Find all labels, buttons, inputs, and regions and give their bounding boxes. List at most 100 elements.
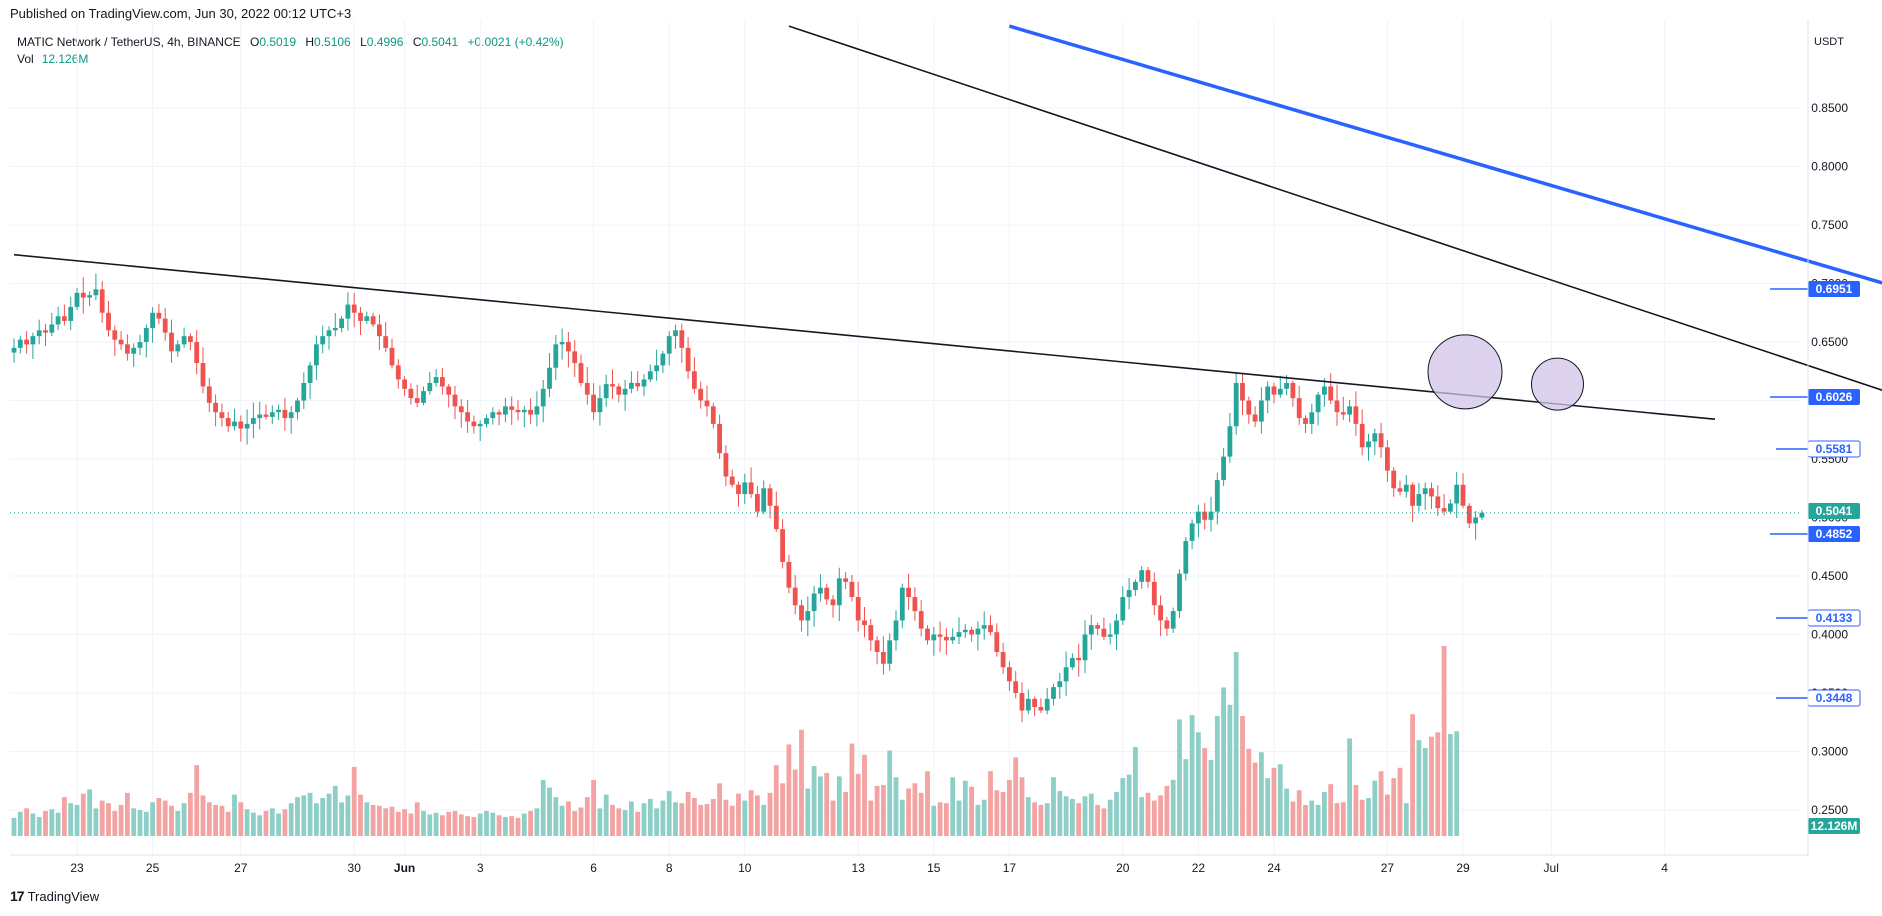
volume-bar: [679, 803, 685, 836]
candle-body: [1070, 657, 1075, 668]
candle-body: [944, 636, 949, 641]
volume-bar: [131, 808, 137, 836]
volume-bar: [1208, 760, 1214, 836]
volume-bar: [1177, 719, 1182, 836]
candle-body: [1221, 456, 1226, 481]
y-tick-label: 0.2500: [1811, 803, 1848, 817]
candle-body: [1353, 406, 1359, 424]
volume-bar: [994, 790, 1000, 836]
volume-bar: [282, 809, 288, 836]
y-tick-label: 0.4000: [1811, 628, 1848, 642]
candle-body: [1114, 620, 1119, 635]
candle-body: [1088, 625, 1094, 635]
volume-label[interactable]: Vol: [17, 52, 34, 66]
candle-body: [521, 409, 527, 413]
volume-bar: [503, 817, 508, 836]
volume-bar: [1013, 757, 1019, 836]
candle-body: [1139, 570, 1145, 582]
volume-bar: [1372, 780, 1378, 836]
volume-bar: [465, 816, 470, 836]
candle-body: [641, 379, 647, 387]
trendline: [13, 253, 1716, 421]
candle-body: [1435, 496, 1441, 509]
volume-bar: [490, 812, 496, 836]
volume-bar: [1366, 798, 1371, 836]
volume-bar: [660, 800, 666, 836]
candle-body: [320, 336, 326, 345]
candle-body: [143, 327, 149, 342]
volume-bar: [433, 812, 439, 836]
close-value: 0.5041: [421, 35, 459, 49]
volume-bar: [1309, 800, 1315, 836]
candle-body: [805, 611, 811, 621]
candle-body: [654, 365, 659, 372]
volume-bar: [868, 800, 874, 836]
candle-body: [112, 330, 118, 340]
volume-bar: [1076, 803, 1082, 836]
volume-bar: [547, 787, 552, 836]
volume-bar: [307, 792, 313, 836]
candle-body: [1196, 511, 1201, 524]
candle-body: [326, 330, 332, 337]
candle-body: [1259, 400, 1264, 422]
axes: 0.25000.30000.35000.40000.45000.50000.55…: [10, 20, 1861, 875]
candle-body: [452, 394, 458, 407]
candle-body: [566, 342, 571, 352]
volume-bar: [1126, 774, 1132, 836]
candle-body: [685, 347, 691, 372]
x-tick-label: 27: [1381, 861, 1395, 875]
candle-body: [1397, 488, 1403, 492]
volume-bar: [931, 805, 937, 836]
volume-bar: [1120, 778, 1126, 836]
candle-body: [440, 377, 445, 387]
volume-bar: [1196, 732, 1201, 836]
candle-body: [465, 412, 470, 422]
volume-bar: [156, 798, 162, 836]
candle-body: [1202, 511, 1208, 520]
volume-bar: [62, 797, 67, 836]
candle-body: [855, 597, 861, 621]
candle-body: [1246, 400, 1252, 415]
candle-body: [622, 388, 628, 395]
volume-bar: [704, 804, 710, 836]
x-tick-label: 17: [1003, 861, 1017, 875]
candle-body: [956, 632, 962, 637]
candle-body: [1403, 484, 1409, 492]
candle-body: [666, 336, 672, 354]
candle-body: [1000, 652, 1006, 668]
volume-bar: [257, 815, 263, 836]
volume-bar: [1403, 803, 1409, 836]
volume-bar: [143, 811, 149, 836]
volume-bar: [1340, 802, 1346, 836]
x-tick-label: 3: [477, 861, 484, 875]
volume-bar: [440, 815, 445, 836]
candle-body: [906, 587, 911, 598]
volume-bar: [80, 793, 86, 836]
candle-body: [981, 625, 987, 629]
candle-body: [1391, 470, 1397, 489]
volume-bar: [799, 729, 804, 836]
candle-body: [314, 344, 319, 366]
candle-body: [1378, 433, 1384, 448]
candle-body: [251, 418, 256, 424]
candle-body: [1340, 412, 1346, 415]
volume-bar: [370, 804, 376, 836]
price-label: 0.3448: [1816, 691, 1853, 705]
symbol-name[interactable]: MATIC Network / TetherUS, 4h, BINANCE: [17, 35, 241, 49]
candle-body: [1233, 382, 1239, 427]
volume-bar: [1315, 804, 1321, 836]
candle-body: [584, 382, 590, 395]
candle-body: [206, 386, 212, 403]
volume-bar: [849, 743, 855, 836]
volume-bar: [1114, 791, 1119, 836]
volume-bar: [761, 804, 767, 836]
volume-bar: [402, 809, 407, 836]
volume-bar: [584, 797, 590, 836]
candle-body: [679, 330, 685, 348]
volume-bar: [263, 810, 269, 836]
candle-body: [383, 336, 389, 348]
candle-body: [1334, 400, 1340, 413]
volume-bar: [1038, 804, 1044, 836]
volume-bar: [918, 792, 924, 836]
